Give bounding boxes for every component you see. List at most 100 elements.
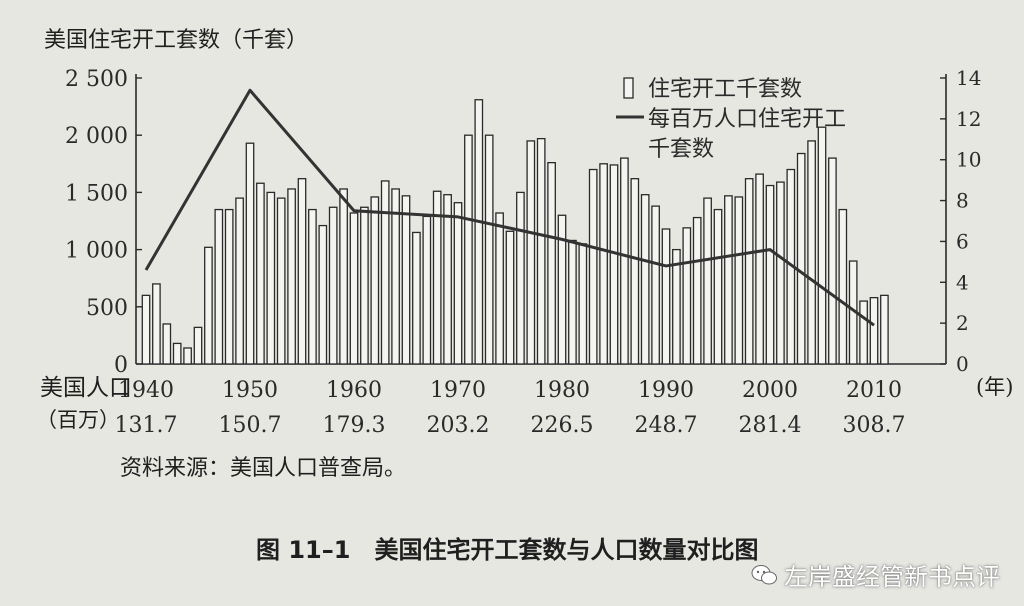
y-left-tick-label: 1 500 xyxy=(65,181,128,206)
y-right-tick-label: 0 xyxy=(956,352,969,376)
bar xyxy=(193,326,203,365)
bar xyxy=(245,142,255,365)
bar xyxy=(297,178,307,365)
x-tick-label: 1950 xyxy=(222,378,278,403)
bar xyxy=(256,182,265,365)
bar xyxy=(349,212,359,365)
population-label-line2: （百万） xyxy=(36,408,120,432)
bar xyxy=(318,224,328,365)
legend-line-label-1: 每百万人口住宅开工 xyxy=(648,107,846,132)
bar xyxy=(308,208,317,365)
bar xyxy=(505,230,515,365)
bar xyxy=(568,239,577,365)
bar xyxy=(474,99,484,365)
population-value: 131.7 xyxy=(115,413,178,438)
bar xyxy=(401,195,411,365)
bar xyxy=(172,342,182,365)
x-tick-label: 1970 xyxy=(430,378,486,403)
x-tick-label: 1960 xyxy=(326,378,382,403)
x-tick-label: 1980 xyxy=(534,378,590,403)
bar xyxy=(464,134,473,365)
bar xyxy=(432,190,442,365)
y-right-tick-label: 10 xyxy=(956,148,981,172)
bar xyxy=(838,208,848,365)
bar xyxy=(380,180,390,365)
bar xyxy=(880,294,889,365)
bar xyxy=(713,208,723,365)
bar xyxy=(578,243,588,365)
x-tick-label: 1940 xyxy=(118,378,174,403)
x-tick-label: 1990 xyxy=(638,378,694,403)
legend-bar-swatch xyxy=(623,77,634,99)
bar xyxy=(807,140,816,365)
bar xyxy=(214,208,224,365)
population-value: 308.7 xyxy=(843,413,906,438)
bar xyxy=(599,163,608,365)
watermark-text: 左岸盛经管新书点评 xyxy=(784,563,1000,591)
population-value: 281.4 xyxy=(739,413,802,438)
bar xyxy=(828,157,837,365)
bar xyxy=(661,228,671,365)
bar xyxy=(370,196,380,365)
bar xyxy=(692,216,702,365)
bar xyxy=(526,140,536,365)
bar xyxy=(339,188,348,365)
population-value: 179.3 xyxy=(323,413,386,438)
bar xyxy=(734,196,744,365)
bar xyxy=(672,248,681,365)
y-left-axis-label: 美国住宅开工套数（千套） xyxy=(44,28,309,53)
y-right-tick-label: 14 xyxy=(956,66,981,90)
bar xyxy=(391,188,400,365)
bar xyxy=(651,205,660,365)
bar xyxy=(412,231,421,365)
bar xyxy=(640,194,650,365)
bar xyxy=(765,184,775,365)
y-right-tick-label: 2 xyxy=(956,311,969,335)
population-value: 248.7 xyxy=(635,413,698,438)
bar xyxy=(536,137,546,365)
x-tick-label: 2010 xyxy=(846,378,902,403)
y-right-tick-label: 8 xyxy=(956,189,969,213)
bar xyxy=(453,202,463,365)
x-axis-unit: (年) xyxy=(976,375,1014,399)
y-right-tick-label: 6 xyxy=(956,229,969,253)
bar xyxy=(224,208,234,365)
y-right-tick-label: 4 xyxy=(956,270,969,294)
bar xyxy=(443,194,452,365)
bar xyxy=(630,178,640,365)
legend-bar-label: 住宅开工千套数 xyxy=(648,77,802,102)
bar xyxy=(204,246,213,365)
bar xyxy=(796,152,806,365)
bar xyxy=(682,227,692,365)
bar xyxy=(703,197,712,365)
bar xyxy=(869,296,879,365)
bar xyxy=(360,206,369,365)
y-right-tick-label: 12 xyxy=(956,107,981,131)
bar xyxy=(817,126,827,365)
bar xyxy=(495,212,504,365)
bar xyxy=(422,215,432,365)
y-left-tick-label: 2 000 xyxy=(65,124,128,149)
bar xyxy=(287,188,296,365)
bar xyxy=(162,323,172,365)
bar xyxy=(276,197,286,365)
y-left-tick-label: 0 xyxy=(114,353,128,378)
bar xyxy=(141,294,151,365)
bar xyxy=(588,168,598,365)
bar xyxy=(755,173,764,365)
population-value: 150.7 xyxy=(219,413,282,438)
per-capita-line xyxy=(144,88,875,327)
bar xyxy=(266,191,276,365)
bar xyxy=(620,157,629,365)
bar xyxy=(183,347,192,365)
bar xyxy=(516,191,525,365)
y-left-tick-label: 500 xyxy=(86,296,128,321)
bar xyxy=(744,178,754,365)
source-note: 资料来源：美国人口普查局。 xyxy=(120,456,407,481)
x-tick-label: 2000 xyxy=(742,378,798,403)
legend-line-label-2: 千套数 xyxy=(648,137,714,162)
bar xyxy=(547,162,556,365)
population-label-line1: 美国人口 xyxy=(40,375,132,401)
